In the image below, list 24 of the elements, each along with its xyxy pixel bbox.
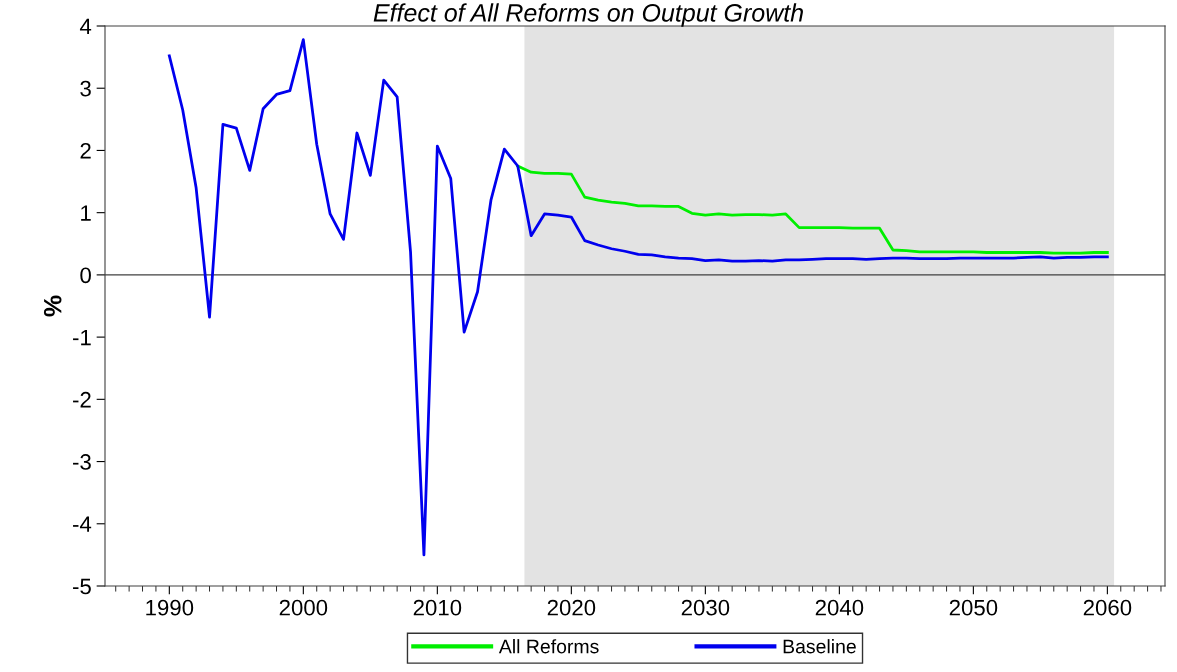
y-tick-label: -3 [73,454,91,470]
line-series [516,164,1109,255]
y-axis-title: % [43,295,62,317]
x-tick-label: 2050 [949,599,998,616]
y-tick-label: 2 [80,142,91,159]
x-tick-label: 2000 [279,599,328,616]
y-tick-label: -5 [73,578,91,595]
y-tick-label: -1 [73,329,91,346]
x-tick-label: 2020 [547,599,596,616]
y-tick-label: 3 [80,80,91,97]
chart-title: Effect of All Reforms on Output Growth [373,3,803,27]
y-tick-label: -2 [73,391,91,408]
legend-label: All Reforms [498,639,599,654]
y-tick-label: 0 [80,267,91,284]
y-tick-label: -4 [73,516,92,532]
x-tick-label: 2030 [681,599,730,616]
line-series [167,38,1109,557]
x-tick-label: 2010 [413,599,462,616]
y-tick-label: 1 [81,205,91,221]
legend-label: Baseline [783,639,856,654]
x-tick-label: 2040 [815,599,864,616]
y-tick-label: 4 [79,18,92,35]
x-tick-label: 1990 [146,599,194,616]
x-tick-label: 2060 [1083,599,1132,616]
